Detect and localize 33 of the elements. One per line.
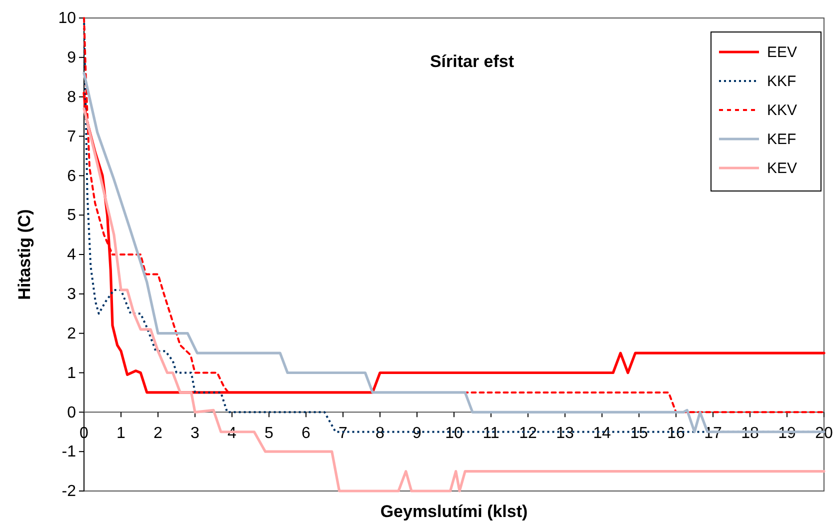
legend-label: KEF (767, 131, 796, 148)
y-tick-label: 8 (67, 88, 76, 106)
x-tick-label: 15 (630, 424, 648, 442)
x-tick-label: 6 (302, 424, 311, 442)
x-tick-label: 12 (519, 424, 537, 442)
y-tick-label: 10 (58, 10, 76, 28)
legend-label: EEV (767, 44, 798, 61)
y-tick-label: 6 (67, 168, 76, 185)
x-tick-label: 9 (412, 424, 422, 442)
x-tick-label: 16 (667, 424, 685, 442)
x-tick-label: 13 (556, 424, 574, 442)
x-tick-label: 3 (190, 424, 200, 442)
x-tick-label: 5 (264, 424, 274, 442)
y-axis-title: Hitastig (C) (15, 209, 34, 300)
y-tick-label: -2 (62, 483, 76, 500)
y-tick-label: 0 (67, 404, 76, 422)
text: Síritar efst (430, 52, 514, 71)
legend-label: KEV (767, 160, 798, 177)
x-tick-label: 10 (445, 424, 463, 442)
y-tick-label: 2 (67, 325, 76, 342)
legend-label: KKF (767, 73, 796, 90)
y-tick-label: 7 (67, 128, 76, 146)
y-tick-label: 3 (67, 286, 76, 304)
y-tick-label: -1 (62, 444, 76, 461)
x-tick-label: 11 (482, 424, 500, 442)
x-tick-label: 1 (116, 424, 126, 442)
y-tick-label: 5 (67, 207, 76, 224)
y-tick-label: 9 (67, 50, 76, 67)
x-axis-title: Geymslutími (klst) (380, 502, 528, 521)
y-tick-label: 4 (67, 246, 76, 264)
x-tick-label: 2 (154, 424, 163, 442)
y-tick-label: 1 (67, 364, 76, 382)
legend-label: KKV (767, 102, 798, 119)
